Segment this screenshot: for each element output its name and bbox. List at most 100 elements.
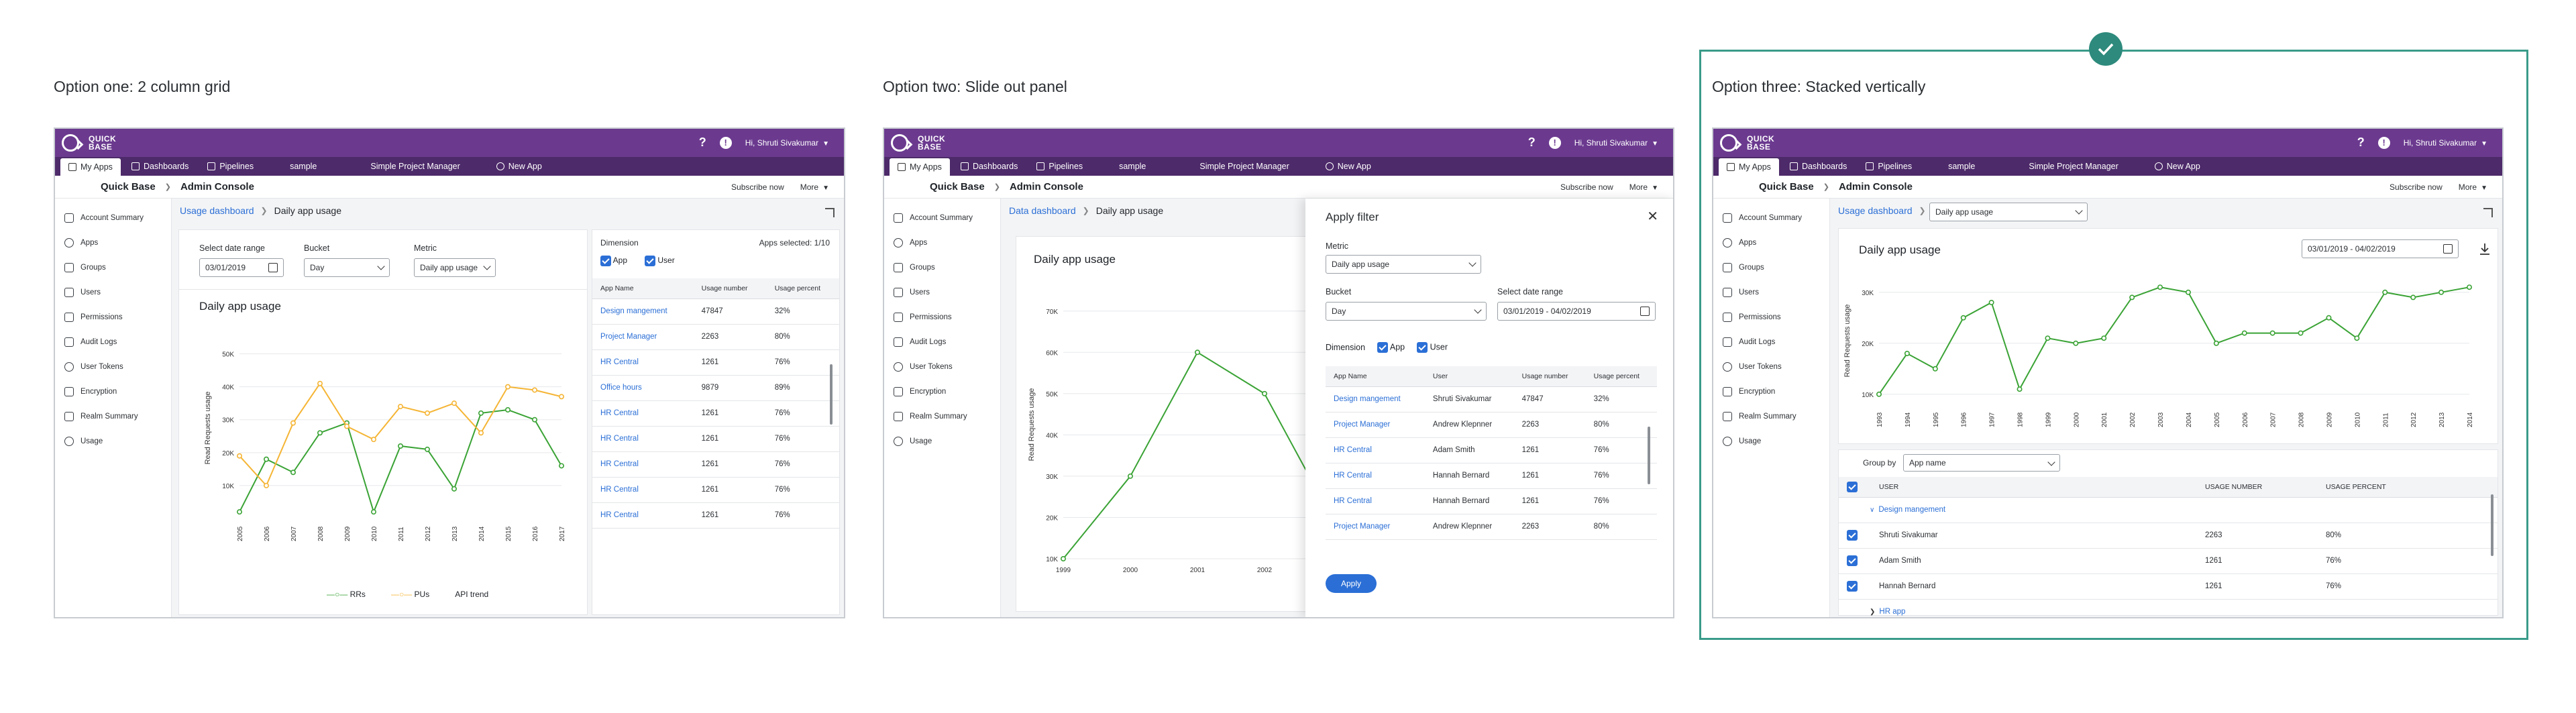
app-name-link[interactable]: HR Central [592,426,694,452]
tab-3[interactable]: sample [264,158,342,174]
metric-select[interactable]: Daily app usage [1326,255,1481,274]
col-header[interactable]: User [1424,366,1514,387]
table-row[interactable]: HR Central 1261 76% [592,502,839,529]
quickbase-logo[interactable]: QUICK BASE [891,134,945,152]
table-scrollbar[interactable] [2491,494,2493,556]
legend-rrs[interactable]: —○— RRs [327,590,366,599]
sidebar-item-6[interactable]: User Tokens [1713,354,1829,379]
sidebar-item-9[interactable]: Usage [55,429,171,453]
tab-4[interactable]: Simple Project Manager [345,158,485,174]
sidebar-item-0[interactable]: Account Summary [55,205,171,230]
tab-5[interactable]: New App [1318,158,1379,174]
sidebar-item-0[interactable]: Account Summary [884,205,1000,230]
tab-4[interactable]: Simple Project Manager [1174,158,1314,174]
sidebar-item-1[interactable]: Apps [884,230,1000,255]
sidebar-item-7[interactable]: Encryption [55,379,171,404]
more-menu[interactable]: More ▼ [1629,182,1658,192]
col-header[interactable]: Usage percent [766,278,839,299]
more-menu[interactable]: More ▼ [2459,182,2487,192]
subscribe-link[interactable]: Subscribe now [1560,182,1613,192]
col-header[interactable]: App Name [1326,366,1425,387]
app-name-link[interactable]: HR Central [592,349,694,376]
col-header[interactable]: Usage number [693,278,767,299]
user-menu[interactable]: Hi, Shruti Sivakumar ▼ [745,138,829,148]
tab-0[interactable]: My Apps [890,158,950,176]
collapsed-group-row[interactable]: ❯ HR app [1839,599,2498,617]
quickbase-logo[interactable]: QUICK BASE [62,134,116,152]
table-row[interactable]: HR Central Hannah Bernard 1261 76% [1326,463,1657,489]
table-scrollbar[interactable] [1648,427,1650,484]
col-header[interactable]: USAGE NUMBER [2197,477,2318,498]
app-name-link[interactable]: Design mangement [1326,386,1425,413]
table-row[interactable]: Hannah Bernard 1261 76% [1839,573,2498,600]
tab-0[interactable]: My Apps [60,158,121,176]
table-row[interactable]: HR Central Adam Smith 1261 76% [1326,437,1657,463]
tab-1[interactable]: Dashboards [1782,158,1855,174]
sidebar-item-7[interactable]: Encryption [1713,379,1829,404]
close-icon[interactable]: ✕ [1647,209,1658,224]
app-name-link[interactable]: HR Central [1326,488,1425,514]
app-name-link[interactable]: HR Central [592,451,694,478]
app-name-link[interactable]: HR Central [1326,437,1425,463]
legend-api-trend[interactable]: API trend [455,590,488,599]
brand-label[interactable]: Quick Base [930,181,985,193]
legend-pus[interactable]: —○— PUs [390,590,430,599]
tab-2[interactable]: Pipelines [1858,158,1920,174]
sidebar-item-8[interactable]: Realm Summary [1713,404,1829,429]
sidebar-item-6[interactable]: User Tokens [884,354,1000,379]
sidebar-item-4[interactable]: Permissions [884,305,1000,329]
user-menu[interactable]: Hi, Shruti Sivakumar ▼ [1574,138,1658,148]
sidebar-item-8[interactable]: Realm Summary [55,404,171,429]
breadcrumb-link[interactable]: Usage dashboard [1838,205,1913,216]
brand-label[interactable]: Quick Base [101,181,156,193]
help-icon[interactable]: ? [2357,135,2365,149]
help-icon[interactable]: ? [698,135,706,149]
date-range-field[interactable]: 03/01/2019 - 04/02/2019 [2302,239,2459,258]
app-name-link[interactable]: Project Manager [1326,514,1425,540]
row-checkbox[interactable] [1839,548,1862,574]
tab-4[interactable]: Simple Project Manager [2003,158,2143,174]
breadcrumb-link[interactable]: Data dashboard [1009,205,1076,216]
help-icon[interactable]: ? [1527,135,1536,149]
table-row[interactable]: Project Manager 2263 80% [592,324,839,350]
tab-5[interactable]: New App [2147,158,2208,174]
table-row[interactable]: HR Central 1261 76% [592,400,839,427]
sidebar-item-8[interactable]: Realm Summary [884,404,1000,429]
breadcrumb-link[interactable]: Usage dashboard [180,205,254,216]
sidebar-item-0[interactable]: Account Summary [1713,205,1829,230]
tab-1[interactable]: Dashboards [123,158,197,174]
alert-icon[interactable]: ! [719,136,732,149]
table-row[interactable]: Design mangement 47847 32% [592,298,839,325]
table-row[interactable]: HR Central 1261 76% [592,349,839,376]
col-header[interactable]: Usage percent [1585,366,1657,387]
app-name-link[interactable]: Project Manager [592,324,694,350]
table-row[interactable]: HR Central 1261 76% [592,477,839,503]
col-header[interactable]: Usage number [1513,366,1586,387]
sidebar-item-1[interactable]: Apps [55,230,171,255]
table-row[interactable]: HR Central 1261 76% [592,426,839,452]
app-name-link[interactable]: Project Manager [1326,412,1425,438]
group-row[interactable]: ∨ Design mangement [1839,497,2498,523]
sidebar-item-5[interactable]: Audit Logs [884,329,1000,354]
row-checkbox[interactable] [1839,573,1862,600]
tab-3[interactable]: sample [1923,158,2000,174]
dimension-user-checkbox[interactable]: User [645,256,675,266]
table-row[interactable]: Shruti Sivakumar 2263 80% [1839,523,2498,549]
app-name-link[interactable]: HR Central [592,400,694,427]
date-range-field[interactable]: 03/01/2019 - 04/02/2019 [1497,302,1656,321]
subscribe-link[interactable]: Subscribe now [731,182,784,192]
col-header[interactable]: USAGE PERCENT [2318,477,2498,498]
col-header[interactable]: App Name [592,278,694,299]
sidebar-item-2[interactable]: Groups [1713,255,1829,280]
expand-icon[interactable] [2483,208,2493,217]
sidebar-item-4[interactable]: Permissions [55,305,171,329]
sidebar-item-6[interactable]: User Tokens [55,354,171,379]
sidebar-item-7[interactable]: Encryption [884,379,1000,404]
quickbase-logo[interactable]: QUICK BASE [1720,134,1774,152]
metric-select[interactable]: Daily app usage [414,258,496,277]
table-row[interactable]: HR Central 1261 76% [592,451,839,478]
user-menu[interactable]: Hi, Shruti Sivakumar ▼ [2404,138,2487,148]
table-row[interactable]: HR Central Hannah Bernard 1261 76% [1326,488,1657,514]
more-menu[interactable]: More ▼ [800,182,829,192]
sidebar-item-3[interactable]: Users [884,280,1000,305]
